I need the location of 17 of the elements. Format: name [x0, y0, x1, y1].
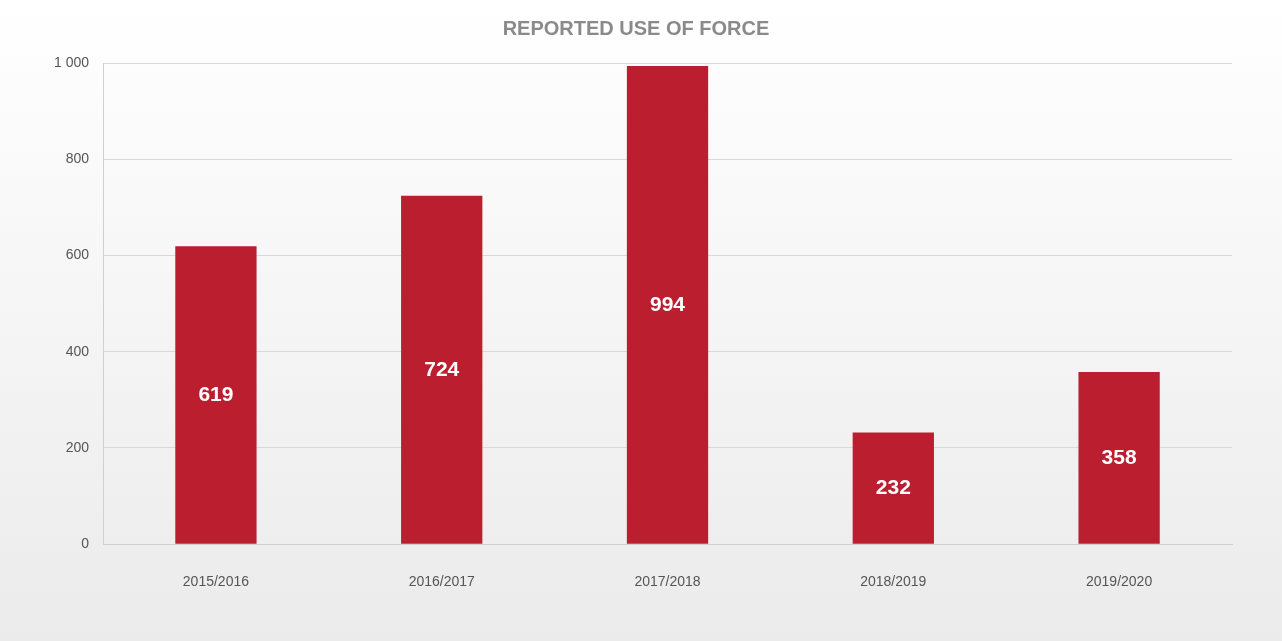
x-tick-label: 2018/2019 [860, 573, 927, 590]
data-label: 358 [1101, 444, 1137, 468]
data-label: 232 [875, 474, 911, 498]
x-tick-label: 2019/2020 [1086, 573, 1153, 590]
data-label: 724 [424, 356, 460, 380]
y-tick-label: 1 000 [53, 53, 90, 70]
y-tick-label: 800 [65, 150, 90, 167]
y-tick-label: 200 [65, 438, 90, 455]
data-label: 994 [649, 291, 686, 315]
chart-title: REPORTED USE OF FORCE [502, 16, 770, 39]
x-tick-label: 2017/2018 [634, 573, 701, 590]
y-tick-label: 400 [65, 342, 90, 359]
data-label: 619 [198, 381, 234, 405]
x-tick-label: 2016/2017 [408, 573, 476, 590]
x-tick-label: 2015/2016 [182, 573, 250, 590]
y-tick-label: 0 [81, 535, 90, 552]
y-tick-label: 600 [65, 246, 90, 263]
